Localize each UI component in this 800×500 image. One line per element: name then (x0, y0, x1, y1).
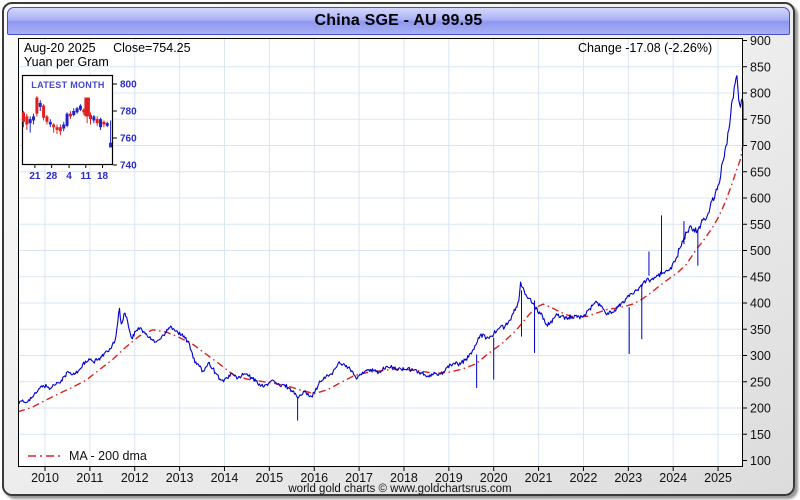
price-line (18, 75, 744, 405)
y-axis-label: 550 (750, 218, 771, 232)
inset-x-label: 21 (29, 171, 41, 182)
candle (92, 116, 96, 121)
x-axis-label: 2021 (525, 471, 553, 485)
quote-close: Close=754.25 (113, 41, 191, 55)
x-axis-label: 2018 (390, 471, 418, 485)
candle (52, 124, 56, 128)
candle (75, 108, 79, 113)
y-axis-label: 400 (750, 297, 771, 311)
quote-units: Yuan per Gram (24, 55, 109, 69)
inset-x-label: 11 (81, 171, 92, 182)
y-axis-label: 350 (750, 323, 771, 337)
x-axis-label: 2019 (435, 471, 463, 485)
inset-x-label: 28 (46, 171, 58, 182)
x-axis-label: 2022 (570, 471, 598, 485)
y-axis-label: 450 (750, 270, 771, 284)
y-axis-label: 150 (750, 428, 771, 442)
x-axis-label: 2011 (76, 471, 103, 485)
y-axis-label: 650 (750, 165, 771, 179)
y-axis-label: 250 (750, 375, 771, 389)
candle (48, 121, 52, 125)
candle (84, 97, 90, 117)
candle (82, 109, 86, 113)
title-bar: China SGE - AU 99.95 (7, 7, 790, 35)
candle (32, 116, 36, 121)
x-axis-label: 2014 (211, 471, 239, 485)
candle (25, 116, 29, 125)
y-axis-label: 100 (750, 454, 771, 468)
candle (42, 105, 46, 118)
x-axis-label: 2020 (480, 471, 508, 485)
inset-y-label: 800 (120, 80, 137, 91)
y-axis-label: 500 (750, 244, 771, 258)
candle (22, 112, 25, 122)
footer-credit: world gold charts © www.goldchartsrus.co… (288, 483, 512, 495)
candle (102, 121, 106, 125)
y-axis-label: 800 (750, 87, 771, 101)
candle (99, 119, 103, 128)
x-axis-label: 2016 (300, 471, 328, 485)
inset-chart-title: LATEST MONTH (31, 80, 105, 90)
candle (35, 97, 39, 114)
x-axis-label: 2013 (166, 471, 194, 485)
x-axis-label: 2015 (255, 471, 283, 485)
x-axis-label: 2012 (121, 471, 149, 485)
x-axis-label: 2017 (345, 471, 373, 485)
y-axis-label: 850 (750, 60, 771, 74)
dash-dot-line-icon (28, 455, 62, 457)
candle (78, 105, 82, 110)
candle (65, 113, 69, 126)
x-axis-label: 2010 (31, 471, 59, 485)
candle (68, 113, 72, 117)
y-axis-label: 200 (750, 402, 771, 416)
candle (105, 123, 109, 126)
candle (109, 142, 113, 148)
candle (28, 119, 32, 124)
y-axis-label: 750 (750, 113, 771, 127)
inset-y-label: 780 (120, 107, 137, 118)
x-axis-label: 2025 (704, 471, 732, 485)
quote-change: Change -17.08 (-2.26%) (578, 41, 713, 55)
inset-y-label: 740 (120, 161, 137, 172)
candle (72, 111, 76, 116)
quote-date: Aug-20 2025 (24, 41, 96, 55)
candle (58, 127, 62, 132)
candle (38, 102, 42, 107)
x-axis-label: 2023 (614, 471, 642, 485)
candle (55, 127, 59, 130)
y-axis-label: 600 (750, 192, 771, 206)
y-axis-label: 300 (750, 349, 771, 363)
y-axis-label: 700 (750, 139, 771, 153)
gridlines (18, 38, 743, 467)
candle (45, 116, 49, 122)
inset-x-label: 4 (66, 171, 72, 182)
y-axis-label: 900 (750, 34, 771, 48)
x-axis-label: 2024 (659, 471, 687, 485)
candle (89, 115, 92, 120)
quote-date-line: Aug-20 2025 Close=754.25 (24, 41, 191, 55)
inset-x-label: 18 (97, 171, 109, 182)
ma-legend-label: MA - 200 dma (69, 449, 147, 463)
ma-legend: MA - 200 dma (27, 449, 147, 463)
chart-title: China SGE - AU 99.95 (314, 12, 483, 29)
candle (95, 119, 99, 124)
candle (62, 124, 66, 129)
inset-y-label: 760 (120, 134, 137, 145)
